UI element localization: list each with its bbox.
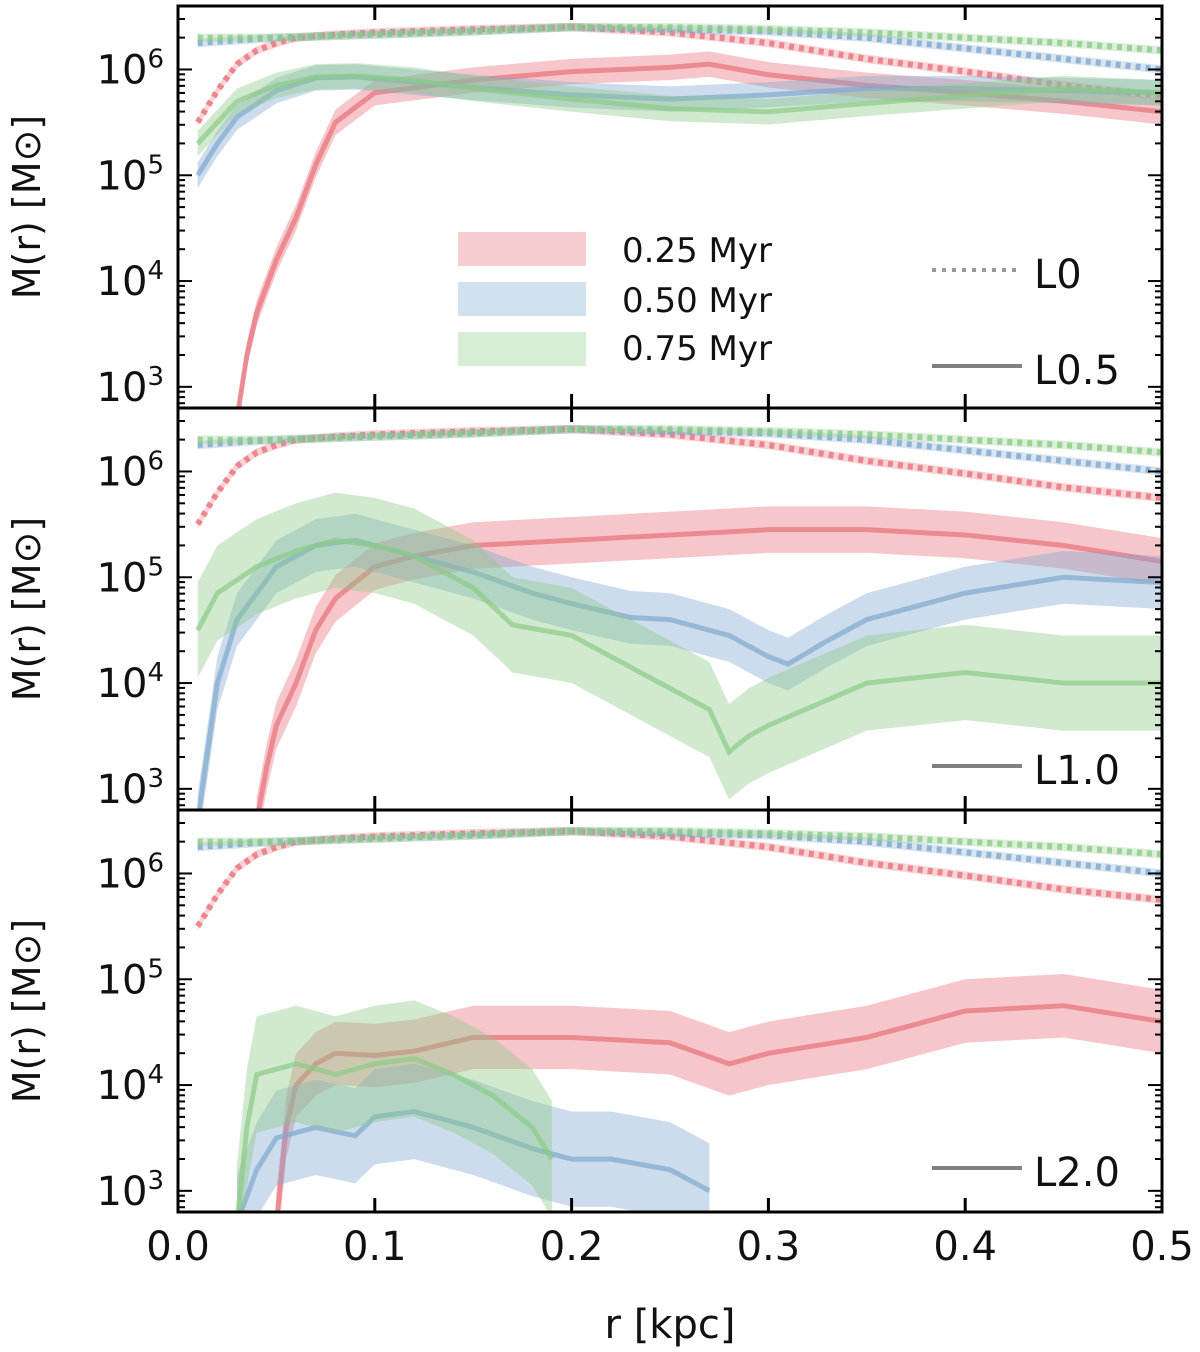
- x-tick-label: 0.1: [343, 1224, 407, 1270]
- y-axis-label: M(r) [M⊙]: [5, 115, 49, 299]
- plot-area: [195, 826, 1162, 1212]
- line-L0-0.75-Myr: [197, 24, 1162, 54]
- legend-swatch-0.50: [458, 282, 586, 316]
- legend-style-l05: L0.5: [1034, 348, 1120, 394]
- band-L0.5-0.50-Myr: [197, 64, 1162, 188]
- band-L2.0-0.75-Myr: [237, 1000, 552, 1212]
- y-tick-label: 105: [97, 954, 164, 1003]
- band-L0-0.50-Myr: [197, 22, 1162, 74]
- panel-L0.5: 103 104 105 106 M(r) [M⊙]: [5, 4, 1164, 411]
- line-L0-0.25-Myr: [195, 828, 1162, 928]
- plot-area: [195, 424, 1162, 810]
- legend-style-l0: L0: [1034, 252, 1082, 298]
- legend-label-0.25: 0.25 Myr: [622, 231, 772, 271]
- panel-L1.0: 103 104 105 106 M(r) [M⊙] L1.0: [5, 406, 1164, 813]
- y-tick-label: 104: [97, 658, 164, 707]
- legend-label-0.50: 0.50 Myr: [622, 281, 772, 321]
- y-tick-label: 106: [97, 848, 164, 897]
- band-L1.0-0.25-Myr: [256, 506, 1162, 810]
- y-axis-label: M(r) [M⊙]: [5, 919, 49, 1103]
- legend-swatch-0.25: [458, 232, 586, 266]
- line-L0-0.25-Myr: [195, 426, 1162, 526]
- y-tick-label: 106: [97, 446, 164, 495]
- line-L1.0-0.75-Myr: [195, 537, 1162, 756]
- y-tick-label: 103: [97, 1166, 164, 1215]
- plot-area: [195, 22, 1162, 408]
- panel-label: L2.0: [1034, 1150, 1120, 1196]
- panels: 103 104 105 106 M(r) [M⊙] 103 104 105 106 M(r) [M…: [5, 4, 1194, 1270]
- y-tick-label: 104: [97, 256, 164, 305]
- band-L1.0-0.50-Myr: [197, 513, 1162, 810]
- y-tick-label: 103: [97, 362, 164, 411]
- line-L2.0-0.75-Myr: [235, 1056, 555, 1212]
- band-L2.0-0.25-Myr: [276, 973, 1162, 1212]
- y-axis-label: M(r) [M⊙]: [5, 517, 49, 701]
- line-L1.0-0.50-Myr: [196, 537, 1162, 810]
- line-L0-0.25-Myr: [195, 24, 1162, 124]
- legend: 0.25 Myr 0.50 Myr 0.75 Myr L0 L0.5: [458, 231, 1120, 394]
- y-tick-label: 106: [97, 44, 164, 93]
- x-tick-label: 0.4: [933, 1224, 997, 1270]
- x-axis-label: r [kpc]: [605, 1302, 736, 1348]
- line-L0.5-0.75-Myr: [195, 73, 1162, 146]
- band-L2.0-0.50-Myr: [237, 1063, 710, 1212]
- band-L0-0.50-Myr: [197, 424, 1162, 476]
- line-L1.0-0.25-Myr: [256, 527, 1162, 810]
- y-tick-label: 105: [97, 150, 164, 199]
- y-tick-label: 103: [97, 764, 164, 813]
- line-L2.0-0.25-Myr: [274, 1003, 1162, 1212]
- line-L2.0-0.50-Myr: [238, 1108, 711, 1212]
- panel-L2.0: 0.0 0.1 0.2 0.3 0.4 0.5 103 104 105 106 M(r) [M⊙] L…: [5, 808, 1194, 1270]
- y-tick-label: 105: [97, 552, 164, 601]
- x-tick-label: 0.0: [146, 1224, 210, 1270]
- line-L0-0.75-Myr: [197, 828, 1162, 858]
- x-tick-label: 0.2: [540, 1224, 604, 1270]
- band-L0-0.50-Myr: [197, 826, 1162, 878]
- legend-swatch-0.75: [458, 332, 586, 366]
- y-tick-label: 104: [97, 1060, 164, 1109]
- panel-label: L1.0: [1034, 748, 1120, 794]
- legend-label-0.75: 0.75 Myr: [622, 329, 772, 369]
- x-tick-label: 0.3: [737, 1224, 801, 1270]
- line-L0-0.75-Myr: [197, 426, 1162, 456]
- x-tick-label: 0.5: [1130, 1224, 1194, 1270]
